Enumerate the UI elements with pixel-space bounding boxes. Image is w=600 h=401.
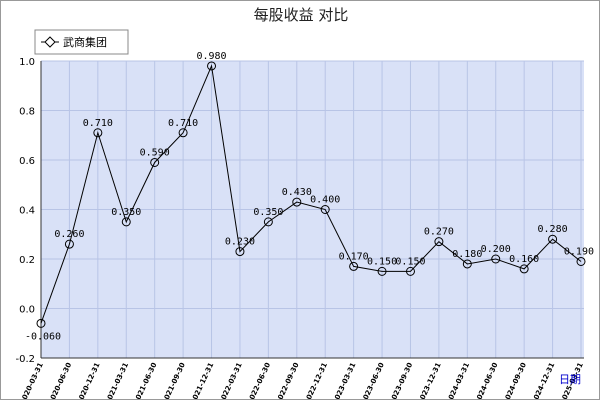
x-tick-label: 2024-06-30 xyxy=(473,361,499,401)
data-label: 0.710 xyxy=(83,118,113,129)
x-tick-label: 2022-09-30 xyxy=(274,361,300,401)
x-tick-label: 2021-06-30 xyxy=(132,361,158,401)
series-wushang xyxy=(36,61,586,328)
x-tick-label: 2022-03-31 xyxy=(218,361,244,401)
data-point-marker xyxy=(349,261,359,271)
y-tick-label: 0.4 xyxy=(19,206,35,217)
x-tick-label: 2021-09-30 xyxy=(161,361,187,401)
axes xyxy=(40,61,584,359)
y-axis-ticks: 1.0 0.8 0.6 0.4 0.2 0.0 -0.2 xyxy=(15,57,35,365)
data-point-marker xyxy=(434,237,444,247)
data-point-marker xyxy=(235,247,245,257)
x-tick-label: 2021-03-31 xyxy=(104,361,130,401)
data-label: 0.270 xyxy=(424,227,454,238)
x-tick-label: 2024-03-31 xyxy=(445,361,471,401)
x-tick-label: 2024-12-31 xyxy=(530,361,556,401)
data-label: 0.400 xyxy=(310,195,340,206)
data-labels: -0.060 0.260 0.710 0.350 0.590 0.710 0.980 0.23… xyxy=(25,51,594,342)
data-label: 0.150 xyxy=(395,256,425,267)
data-label: 0.710 xyxy=(168,118,198,129)
y-tick-label: -0.2 xyxy=(15,354,35,365)
grid-lines xyxy=(40,60,584,359)
data-label: -0.060 xyxy=(25,331,61,342)
data-label: 0.260 xyxy=(54,229,84,240)
data-point-marker xyxy=(36,318,46,328)
x-axis-ticks: 2020-03-31 2020-06-30 2020-12-31 2021-03-31… xyxy=(19,361,585,401)
data-point-marker xyxy=(377,266,387,276)
legend-label: 武商集团 xyxy=(63,35,107,49)
data-label: 0.980 xyxy=(196,51,226,62)
data-label: 0.590 xyxy=(140,147,170,158)
legend: 武商集团 xyxy=(34,29,129,55)
series-line xyxy=(40,64,582,324)
x-axis-label: 日期 xyxy=(559,373,581,386)
data-label: 0.190 xyxy=(564,246,594,257)
data-label: 0.200 xyxy=(481,244,511,255)
x-tick-label: 2023-06-30 xyxy=(360,361,386,401)
data-label: 0.150 xyxy=(367,256,397,267)
x-tick-label: 2020-12-31 xyxy=(75,361,101,401)
data-label: 0.230 xyxy=(225,237,255,248)
data-point-marker xyxy=(519,264,529,274)
y-tick-label: 0.2 xyxy=(19,255,35,266)
x-tick-label: 2023-09-30 xyxy=(388,361,414,401)
data-point-marker xyxy=(576,256,586,266)
x-tick-label: 2021-12-31 xyxy=(189,361,215,401)
data-label: 0.160 xyxy=(509,254,539,265)
data-label: 0.170 xyxy=(339,251,369,262)
data-point-marker xyxy=(64,239,74,249)
chart-title: 每股收益 对比 xyxy=(254,6,349,24)
x-tick-label: 2024-09-30 xyxy=(502,361,528,401)
data-point-marker xyxy=(93,128,103,138)
data-label: 0.180 xyxy=(452,249,482,260)
x-tick-label: 2022-12-31 xyxy=(303,361,329,401)
y-tick-label: 0.6 xyxy=(19,156,35,167)
x-tick-label: 2023-03-31 xyxy=(331,361,357,401)
data-point-marker xyxy=(207,61,217,71)
y-tick-label: 0.0 xyxy=(19,305,35,316)
x-tick-label: 2020-06-30 xyxy=(47,361,73,401)
x-tick-label: 2020-03-31 xyxy=(19,361,45,401)
data-point-marker xyxy=(150,157,160,167)
data-point-marker xyxy=(548,234,558,244)
x-tick-label: 2022-06-30 xyxy=(246,361,272,401)
data-point-marker xyxy=(263,217,273,227)
y-tick-label: 1.0 xyxy=(19,57,35,68)
data-label: 0.350 xyxy=(111,207,141,218)
x-tick-label: 2023-12-31 xyxy=(417,361,443,401)
data-point-marker xyxy=(178,128,188,138)
data-point-marker xyxy=(462,259,472,269)
data-point-marker xyxy=(292,197,302,207)
data-label: 0.280 xyxy=(538,224,568,235)
data-label: 0.430 xyxy=(282,187,312,198)
y-tick-label: 0.8 xyxy=(19,107,35,118)
data-point-marker xyxy=(491,254,501,264)
data-point-marker xyxy=(320,205,330,214)
data-point-marker xyxy=(121,217,131,227)
legend-marker-icon xyxy=(44,36,56,48)
data-point-marker xyxy=(405,266,415,276)
data-label: 0.350 xyxy=(253,207,283,218)
